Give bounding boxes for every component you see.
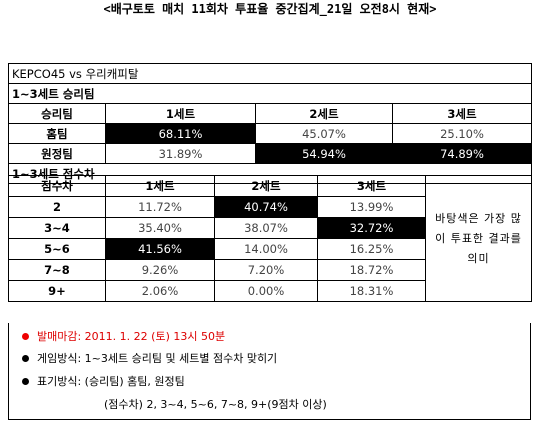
- score-table: 점수차 1세트 2세트 3세트 바탕색은 가장 많이 투표한 결과를 의미 2 …: [8, 175, 532, 302]
- bullet-icon: [22, 355, 29, 362]
- table-row: 원정팀 31.89% 54.94% 74.89%: [8, 143, 533, 164]
- row-label: 5~6: [8, 238, 106, 260]
- score-header-diff: 점수차: [8, 175, 106, 197]
- red-bullet-icon: [22, 333, 29, 340]
- win-cell: 45.07%: [255, 123, 393, 144]
- score-cell: 16.25%: [317, 238, 426, 260]
- row-label: 9+: [8, 280, 106, 302]
- row-label: 2: [8, 196, 106, 218]
- table-row: 2 11.72% 40.74% 13.99%: [8, 196, 532, 218]
- score-cell: 11.72%: [105, 196, 215, 218]
- table-row: 9+ 2.06% 0.00% 18.31%: [8, 280, 532, 302]
- score-header-set1: 1세트: [105, 175, 215, 197]
- win-cell: 54.94%: [255, 143, 393, 164]
- win-header-team: 승리팀: [8, 103, 106, 124]
- row-label: 3~4: [8, 217, 106, 239]
- score-cell: 14.00%: [214, 238, 318, 260]
- win-table: KEPCO45 vs 우리캐피탈 1~3세트 승리팀 승리팀 1세트 2세트 3…: [7, 63, 533, 184]
- score-cell: 0.00%: [214, 280, 318, 302]
- score-cell: 9.26%: [105, 259, 215, 281]
- score-cell: 41.56%: [105, 238, 215, 260]
- table-row: 홈팀 68.11% 45.07% 25.10%: [8, 123, 533, 144]
- game-method-text: 게임방식: 1~3세트 승리팀 및 세트별 점수차 맞히기: [37, 352, 278, 365]
- score-cell: 18.72%: [317, 259, 426, 281]
- deadline-text: 발매마감: 2011. 1. 22 (토) 13시 50분: [37, 330, 226, 343]
- score-cell: 13.99%: [317, 196, 426, 218]
- score-cell: 18.31%: [317, 280, 426, 302]
- win-header-set3: 3세트: [391, 103, 533, 124]
- match-title: KEPCO45 vs 우리캐피탈: [7, 63, 533, 84]
- win-cell: 31.89%: [105, 143, 256, 164]
- score-header-set2: 2세트: [214, 175, 318, 197]
- score-cell: 38.07%: [214, 217, 318, 239]
- row-label: 7~8: [8, 259, 106, 281]
- score-cell: 35.40%: [105, 217, 215, 239]
- score-cell: 32.72%: [317, 217, 426, 239]
- win-header-set1: 1세트: [105, 103, 256, 124]
- legend-note: 바탕색은 가장 많이 투표한 결과를 의미: [425, 175, 532, 302]
- score-cell: 7.20%: [214, 259, 318, 281]
- row-label: 원정팀: [8, 143, 106, 164]
- win-header-set2: 2세트: [255, 103, 393, 124]
- win-cell: 74.89%: [391, 143, 533, 164]
- win-cell: 25.10%: [391, 123, 533, 144]
- score-cell: 2.06%: [105, 280, 215, 302]
- score-cell: 40.74%: [214, 196, 318, 218]
- row-label: 홈팀: [8, 123, 106, 144]
- score-header-set3: 3세트: [317, 175, 426, 197]
- win-cell: 68.11%: [105, 123, 256, 144]
- page-title: <배구토토 매치 11회차 투표율 중간집계_21일 오전8시 현재>: [103, 2, 437, 16]
- notation-text: 표기방식: (승리팀) 홈팀, 원정팀: [37, 375, 185, 388]
- score-notation-text: (점수차) 2, 3~4, 5~6, 7~8, 9+(9점차 이상): [104, 398, 327, 411]
- win-section-title: 1~3세트 승리팀: [7, 83, 533, 104]
- bullet-icon: [22, 378, 29, 385]
- info-box: 발매마감: 2011. 1. 22 (토) 13시 50분 게임방식: 1~3세…: [8, 323, 531, 420]
